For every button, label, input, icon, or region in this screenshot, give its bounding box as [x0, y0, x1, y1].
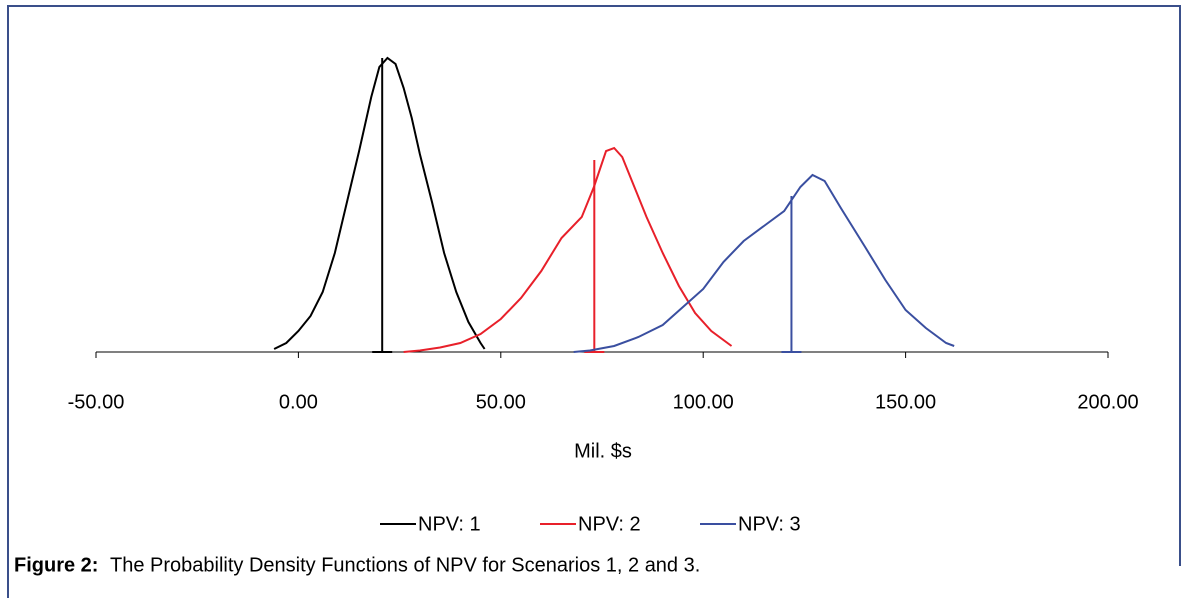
x-tick-label: 50.00 [476, 391, 526, 413]
x-tick-label: -50.00 [68, 391, 125, 413]
x-tick-label: 150.00 [875, 391, 936, 413]
legend-label: NPV: 2 [578, 513, 641, 535]
x-axis-title: Mil. $s [574, 440, 632, 462]
x-tick-label: 100.00 [673, 391, 734, 413]
density-line [573, 173, 955, 353]
legend-label: NPV: 1 [418, 513, 481, 535]
caption-label: Figure 2: [14, 554, 98, 576]
frame [7, 5, 1181, 598]
density-line [403, 146, 733, 353]
density-line [273, 56, 486, 350]
legend-label: NPV: 3 [738, 513, 801, 535]
x-tick-label: 200.00 [1077, 391, 1138, 413]
caption: The Probability Density Functions of NPV… [110, 554, 700, 576]
x-tick-label: 0.00 [279, 391, 318, 413]
